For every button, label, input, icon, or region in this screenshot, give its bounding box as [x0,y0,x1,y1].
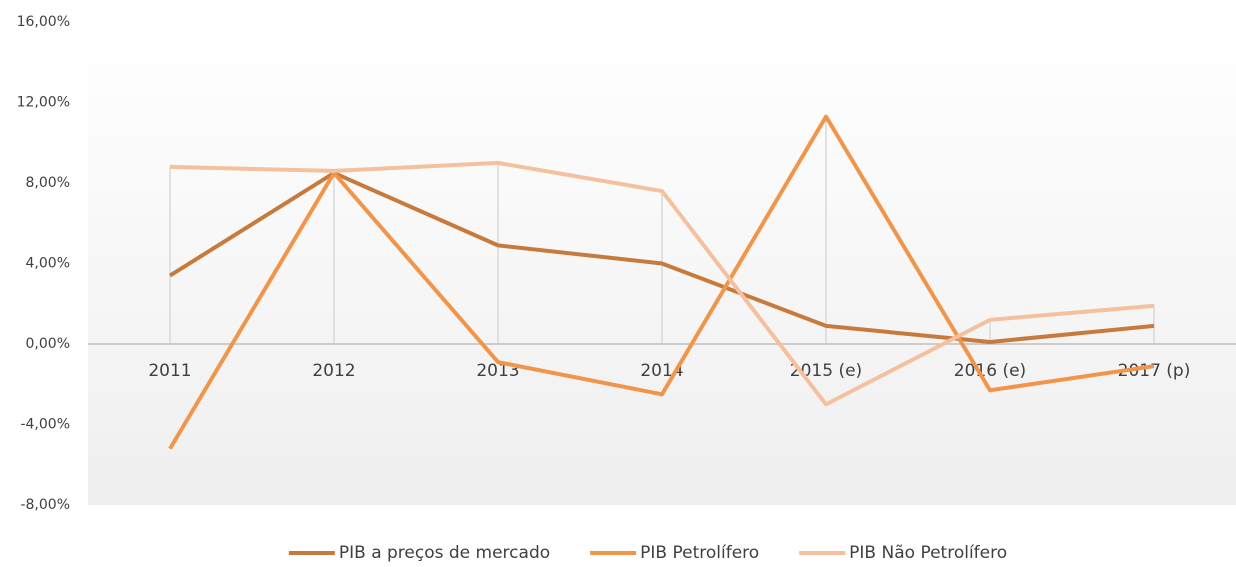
y-tick-label: 8,00% [26,175,70,191]
x-tick-label: 2012 [312,361,355,381]
y-tick-label: -8,00% [20,497,70,513]
x-tick-label: 2017 (p) [1118,361,1191,381]
y-tick-label: 0,00% [26,336,70,352]
x-tick-label: 2011 [148,361,191,381]
series-line [168,114,1155,450]
x-tick-label: 2016 (e) [954,361,1026,381]
legend-label: PIB a preços de mercado [339,543,550,563]
series-line [169,160,1155,407]
legend-label: PIB Petrolífero [640,543,759,563]
y-tick-label: 12,00% [17,95,70,111]
y-tick-label: 4,00% [26,256,70,272]
x-tick-label: 2015 (e) [790,361,862,381]
y-tick-label: -4,00% [20,417,70,433]
y-tick-label: 16,00% [17,14,70,30]
legend-label: PIB Não Petrolífero [849,543,1007,563]
